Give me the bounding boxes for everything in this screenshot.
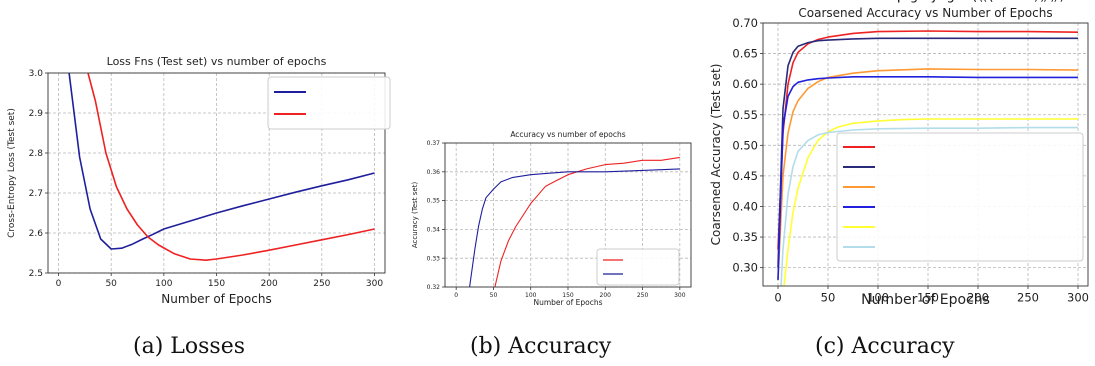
- y-tick-label: 0.36: [427, 169, 441, 176]
- y-tick-label: 0.60: [732, 77, 758, 91]
- x-tick-label: 50: [490, 292, 498, 299]
- x-tick-label: 200: [261, 279, 278, 289]
- series-line-5: [780, 126, 1078, 286]
- legend-label: Structured: [312, 0, 375, 3]
- coarsened-accuracy-panel: 0 50 100 150 200 250 300 0.30 0.35 0.40 0.45 0.50 0.…: [700, 0, 1095, 366]
- legend-label: SuperCateg Acc. (Structured): [881, 0, 1064, 3]
- x-tick-label: 150: [562, 292, 574, 299]
- y-tick-label: 2.6: [29, 229, 44, 239]
- legend-label: Category Acc. (Standard): [881, 0, 1039, 3]
- x-tick-label: 300: [1067, 291, 1089, 305]
- loss-panel: 0 50 100 150 200 250 300 2.5 2.6 2.7 2.8 2.9 3.0 Loss…: [0, 0, 400, 366]
- x-tick-label: 250: [1017, 291, 1039, 305]
- legend-label: Structured: [629, 0, 671, 2]
- legend-label: Superclass Acc (Standard): [881, 0, 1045, 3]
- y-tick-label: 0.55: [732, 108, 758, 122]
- chart-title: Coarsened Accuracy vs Number of Epochs: [798, 6, 1052, 20]
- y-tick-label: 2.9: [29, 109, 44, 119]
- chart-title: Loss Fns (Test set) vs number of epochs: [107, 55, 327, 68]
- caption-accuracy-c: (c) Accuracy: [815, 334, 955, 359]
- series-line-4: [783, 118, 1078, 286]
- legend-label: SuperCateg Acc. (Standard): [881, 0, 1055, 3]
- y-axis-label: Coarsened Accuracy (Test set): [709, 64, 723, 246]
- y-tick-label: 0.65: [732, 47, 758, 61]
- x-tick-label: 200: [967, 291, 989, 305]
- legend-label: Standard: [629, 0, 665, 2]
- chart-title: Accuracy vs number of epochs: [510, 130, 625, 139]
- x-tick-label: 300: [674, 292, 686, 299]
- x-axis-label: Number of Epochs: [861, 292, 990, 308]
- y-axis-label: Accuracy (Test set): [411, 182, 419, 249]
- y-tick-label: 0.40: [732, 200, 758, 214]
- y-tick-label: 0.35: [427, 198, 441, 205]
- series-line-1: [87, 73, 375, 261]
- caption-losses: (a) Losses: [133, 334, 246, 359]
- y-tick-label: 0.37: [427, 140, 441, 147]
- y-tick-label: 0.70: [732, 16, 758, 30]
- x-tick-label: 100: [155, 279, 172, 289]
- x-tick-label: 200: [600, 292, 612, 299]
- x-tick-label: 300: [366, 279, 383, 289]
- series-line-1: [469, 168, 680, 287]
- legend-label: Category Acc. (Structured): [881, 0, 1048, 3]
- y-tick-label: 2.7: [29, 189, 43, 199]
- y-tick-label: 0.35: [732, 230, 758, 244]
- caption-accuracy-b: (b) Accuracy: [470, 334, 612, 359]
- series-line-0: [68, 73, 375, 250]
- y-tick-label: 2.8: [29, 149, 44, 159]
- y-tick-label: 0.30: [732, 261, 758, 275]
- x-tick-label: 50: [105, 279, 117, 289]
- series-line-0: [777, 30, 1079, 250]
- coarsened-accuracy-chart: 0 50 100 150 200 250 300 0.30 0.35 0.40 0.45 0.50 0.…: [709, 0, 1089, 308]
- y-tick-label: 2.5: [29, 269, 43, 279]
- legend-box: [836, 132, 1084, 262]
- y-tick-label: 0.45: [732, 169, 758, 183]
- y-tick-label: 0.33: [427, 255, 441, 262]
- legend-box: [596, 248, 680, 286]
- legend-label: Standard: [312, 0, 367, 3]
- x-tick-label: 50: [821, 291, 836, 305]
- y-axis-label: Cross-Entropy Loss (Test set): [7, 108, 17, 238]
- plot-frame: [762, 22, 1089, 287]
- legend-box: [267, 76, 391, 130]
- series-line-0: [494, 156, 680, 287]
- x-tick-label: 250: [637, 292, 649, 299]
- accuracy-chart: 0 50 100 150 200 250 300 0.32 0.33 0.34 0.35 0.36 0.…: [411, 0, 692, 307]
- x-tick-label: 150: [917, 291, 939, 305]
- x-tick-label: 0: [774, 291, 781, 305]
- x-tick-label: 0: [56, 279, 62, 289]
- x-tick-label: 100: [525, 292, 537, 299]
- loss-chart: 0 50 100 150 200 250 300 2.5 2.6 2.7 2.8 2.9 3.0 Loss…: [7, 0, 391, 306]
- series-line-3: [777, 76, 1078, 280]
- series-line-2: [777, 68, 1079, 280]
- y-tick-label: 0.32: [427, 284, 441, 291]
- accuracy-panel: 0 50 100 150 200 250 300 0.32 0.33 0.34 0.35 0.36 0.…: [400, 0, 692, 366]
- x-axis-label: Number of Epochs: [534, 298, 603, 307]
- x-tick-label: 100: [867, 291, 889, 305]
- x-tick-label: 250: [313, 279, 330, 289]
- x-tick-label: 150: [208, 279, 225, 289]
- x-tick-label: 0: [454, 292, 458, 299]
- y-tick-label: 0.34: [427, 227, 441, 234]
- series-line-1: [777, 37, 1078, 268]
- legend-label: Superclass Acc. (Structured): [881, 0, 1058, 3]
- y-tick-label: 3.0: [29, 69, 44, 79]
- y-tick-label: 0.50: [732, 138, 758, 152]
- x-axis-label: Number of Epochs: [161, 292, 271, 306]
